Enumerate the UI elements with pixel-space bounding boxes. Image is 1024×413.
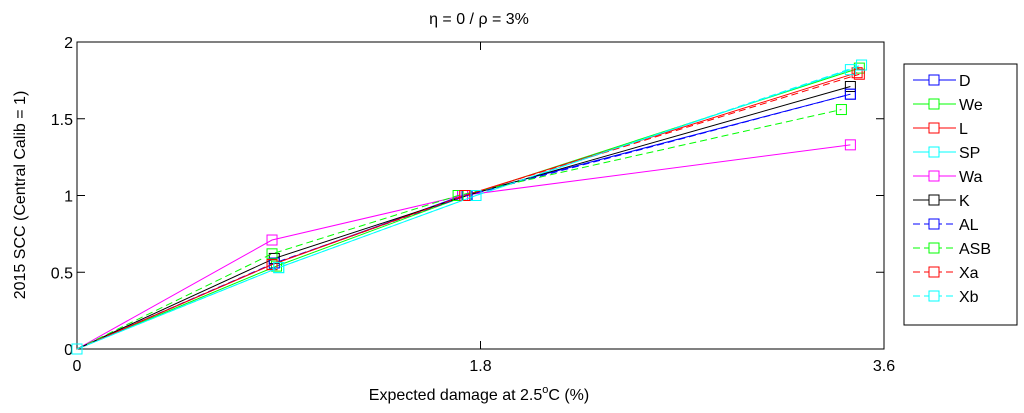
legend-entry-al: AL	[913, 217, 979, 234]
legend-label: L	[959, 121, 968, 138]
series-line	[76, 73, 860, 350]
x-axis-label-main: Expected damage at 2.5	[369, 387, 543, 404]
series-layer	[71, 59, 868, 355]
legend-marker	[928, 290, 940, 302]
x-tick-label: 1.8	[469, 358, 491, 375]
x-axis-label-tail: C (%)	[548, 387, 589, 404]
y-tick-label: 0.5	[51, 265, 73, 282]
legend: D We L SP Wa K AL ASB Xa Xb	[903, 63, 1018, 326]
series-line	[76, 144, 851, 350]
y-tick-label: 2	[64, 35, 73, 52]
y-axis-label: 2015 SCC (Central Calib = 1)	[12, 91, 29, 300]
chart-title: η = 0 / ρ = 3%	[429, 11, 529, 28]
data-point	[266, 234, 278, 246]
series-line	[76, 64, 862, 350]
y-tick-label: 1	[64, 189, 73, 206]
legend-box	[903, 63, 1018, 326]
legend-entry-k: K	[913, 193, 970, 210]
data-point	[266, 248, 278, 260]
legend-entry-sp: SP	[913, 145, 980, 162]
legend-marker	[928, 170, 940, 182]
series-line	[76, 109, 842, 350]
legend-marker	[928, 74, 940, 86]
legend-label: ASB	[959, 241, 991, 258]
legend-entry-wa: Wa	[913, 169, 983, 186]
data-point	[856, 59, 868, 71]
legend-marker	[928, 98, 940, 110]
x-axis-label: Expected damage at 2.5oC (%)	[369, 384, 589, 404]
legend-entry-xb: Xb	[913, 289, 979, 306]
legend-entry-d: D	[913, 73, 971, 90]
data-point	[266, 259, 278, 271]
legend-marker	[928, 122, 940, 134]
x-tick-label: 0	[73, 358, 82, 375]
data-point	[273, 262, 285, 274]
data-point	[459, 190, 471, 201]
legend-marker	[928, 218, 940, 230]
series-xb	[71, 59, 868, 355]
legend-marker	[928, 194, 940, 206]
legend-marker	[928, 146, 940, 158]
legend-label: Xa	[959, 265, 979, 282]
legend-label: K	[959, 193, 970, 210]
legend-label: SP	[959, 145, 980, 162]
data-point	[844, 88, 856, 100]
y-tick-label: 1.5	[51, 112, 73, 129]
legend-entry-asb: ASB	[913, 241, 991, 258]
legend-label: We	[959, 97, 983, 114]
plot-frame	[76, 41, 885, 350]
legend-marker	[928, 266, 940, 278]
data-point	[71, 343, 83, 355]
x-axis-label-superscript: o	[542, 384, 548, 396]
series-line	[76, 67, 860, 350]
legend-marker	[928, 242, 940, 254]
data-point	[844, 81, 856, 93]
plot-area	[76, 41, 885, 350]
legend-entry-xa: Xa	[913, 265, 979, 282]
series-line	[76, 86, 851, 350]
legend-entry-we: We	[913, 97, 983, 114]
legend-label: Xb	[959, 289, 979, 306]
legend-label: AL	[959, 217, 979, 234]
y-tick-label: 0	[64, 342, 73, 359]
data-point	[452, 190, 464, 201]
data-point	[835, 104, 847, 116]
legend-label: Wa	[959, 169, 983, 186]
x-tick-label: 3.6	[873, 358, 895, 375]
legend-entry-l: L	[913, 121, 968, 138]
data-point	[470, 190, 482, 201]
legend-items: D We L SP Wa K AL ASB Xa Xb	[913, 73, 991, 306]
axis-ticks: 0 1.8 3.6 0 0.5 1 1.5 2	[51, 35, 895, 375]
data-point	[853, 68, 865, 80]
series-line	[76, 93, 851, 350]
data-point	[844, 139, 856, 151]
legend-label: D	[959, 73, 971, 90]
data-point	[851, 67, 863, 79]
